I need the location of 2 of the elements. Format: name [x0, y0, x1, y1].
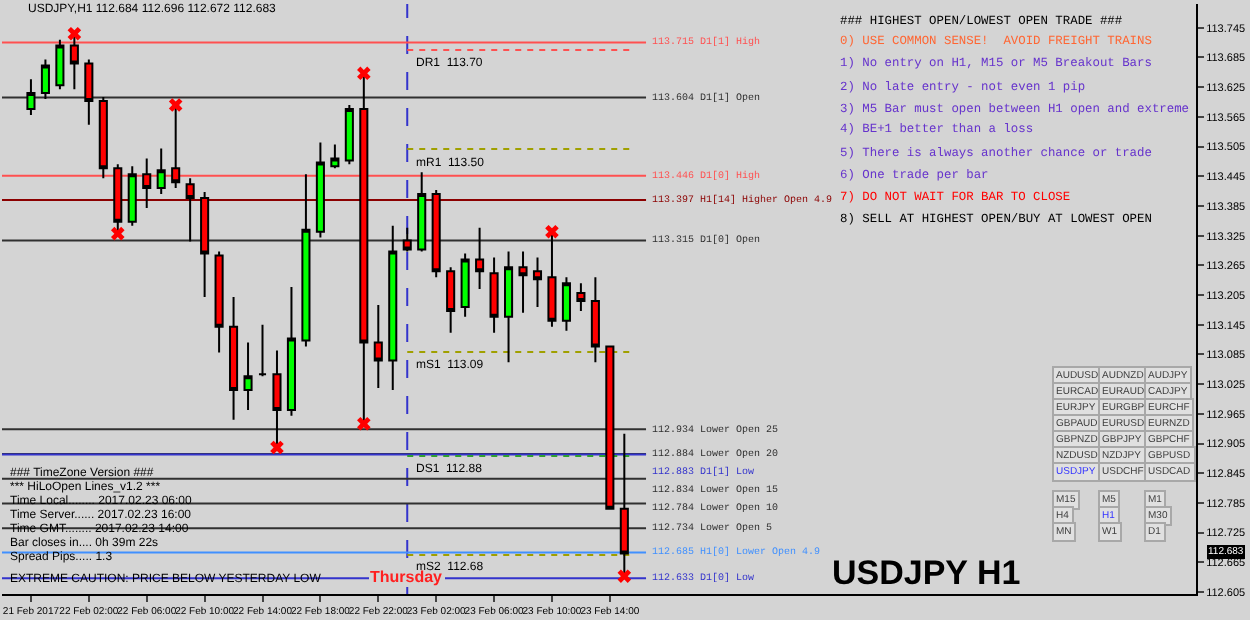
- ref-line-label: Thursday: [370, 568, 444, 586]
- text: USDJPY H1: [832, 554, 1021, 592]
